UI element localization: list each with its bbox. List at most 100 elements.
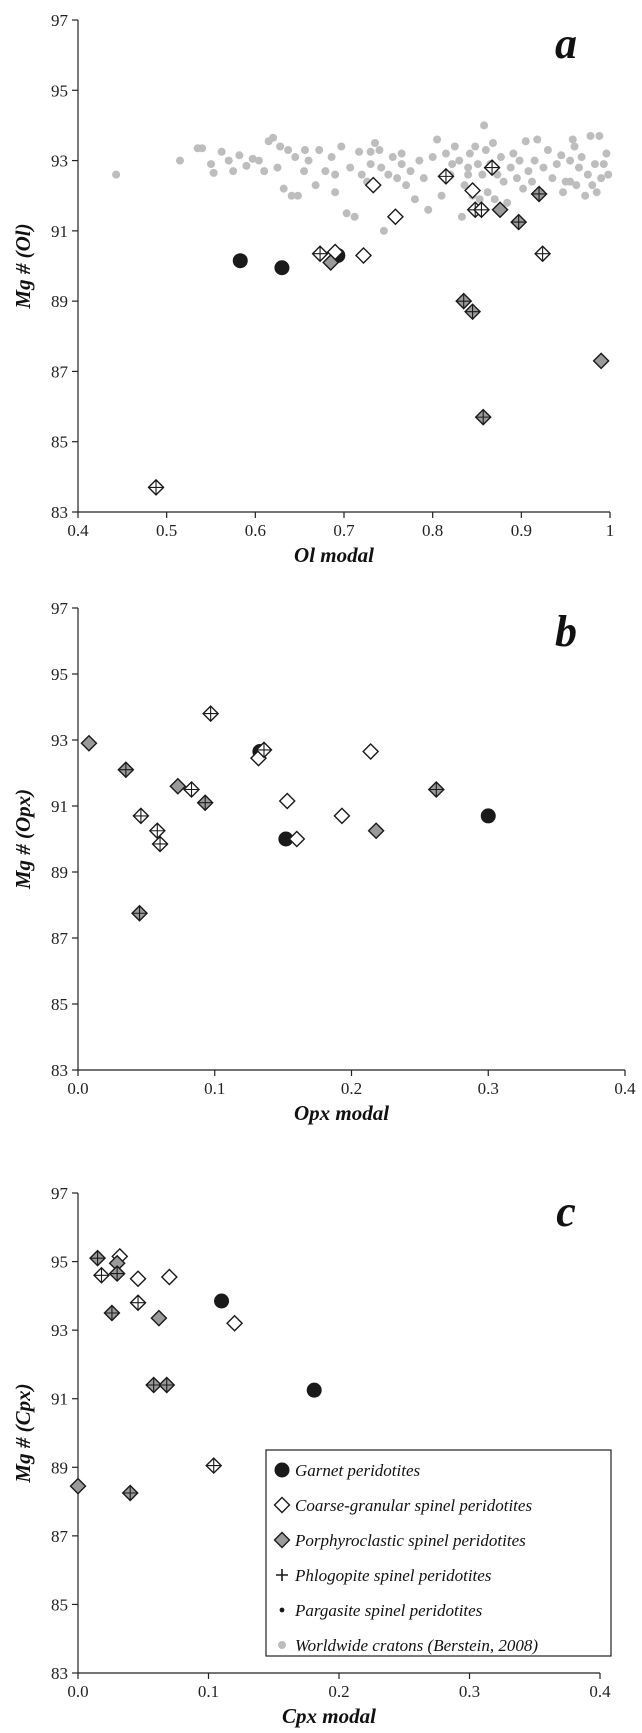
worldwide-point — [279, 184, 288, 193]
y-tick-label: 85 — [51, 1595, 68, 1614]
worldwide-point — [478, 170, 487, 179]
y-axis-label: Mg # (Opx) — [11, 789, 35, 890]
y-tick-label: 93 — [51, 1321, 68, 1340]
worldwide-point — [586, 131, 595, 140]
legend-label-phlog: Phlogopite spinel peridotites — [294, 1566, 492, 1585]
worldwide-point — [331, 170, 340, 179]
worldwide-point — [384, 170, 393, 179]
worldwide-point — [483, 188, 492, 197]
y-tick-label: 85 — [51, 433, 68, 452]
worldwide-point — [337, 142, 346, 151]
porph-point — [169, 777, 187, 795]
worldwide-point — [465, 149, 474, 158]
worldwide-point — [543, 146, 552, 155]
x-tick-label: 0.4 — [614, 1079, 636, 1098]
worldwide-point — [410, 195, 419, 204]
worldwide-point — [424, 205, 433, 214]
worldwide-point — [577, 153, 586, 162]
y-tick-label: 83 — [51, 503, 68, 522]
worldwide-point — [375, 146, 384, 155]
worldwide-point — [524, 167, 533, 176]
worldwide-point — [311, 181, 320, 190]
worldwide-point — [433, 135, 442, 144]
pargasite-point — [117, 761, 135, 779]
worldwide-point — [441, 149, 450, 158]
worldwide-point — [574, 163, 583, 172]
worldwide-point — [566, 156, 575, 165]
worldwide-point — [269, 133, 278, 142]
x-tick-label: 0.9 — [511, 521, 532, 540]
garnet-point — [480, 808, 496, 824]
y-tick-label: 83 — [51, 1061, 68, 1080]
porph-point — [80, 734, 98, 752]
x-tick-label: 0.5 — [156, 521, 177, 540]
legend-marker-phlog — [276, 1569, 288, 1581]
worldwide-point — [207, 160, 215, 169]
y-tick-label: 87 — [51, 362, 69, 381]
worldwide-point — [481, 146, 490, 155]
pargasite-point — [464, 303, 482, 321]
coarse-point — [362, 743, 380, 761]
legend-marker-pargasite — [279, 1607, 285, 1613]
worldwide-point — [350, 212, 359, 221]
worldwide-point — [300, 167, 309, 176]
legend-label-pargasite: Pargasite spinel peridotites — [294, 1601, 483, 1620]
porph-point — [322, 253, 340, 271]
y-tick-label: 91 — [51, 797, 68, 816]
y-tick-label: 97 — [51, 599, 69, 618]
pargasite-point — [108, 1265, 126, 1283]
x-tick-label: 0.6 — [245, 521, 266, 540]
legend-marker-porph — [273, 1531, 291, 1549]
garnet-point — [278, 831, 294, 847]
worldwide-point — [366, 160, 375, 169]
phlog-point — [437, 167, 455, 185]
panel-a: 83 85 87 89 91 93 95 97 0.4 0.5 0.6 0.7 0.8 0.9 1 Ol mo… — [11, 11, 614, 567]
panel-c: 83 85 87 89 91 93 95 97 0.0 0.1 0.2 0.3 0.4 Cpx modal… — [11, 1184, 611, 1728]
worldwide-point — [471, 142, 480, 151]
worldwide-point — [499, 177, 508, 186]
porph-point — [491, 201, 509, 219]
coarse-point — [333, 807, 351, 825]
garnet-point — [232, 253, 248, 269]
worldwide-point — [475, 195, 484, 204]
worldwide-point — [415, 156, 424, 165]
y-tick-label: 95 — [51, 1253, 68, 1272]
y-tick-label: 85 — [51, 995, 68, 1014]
y-axis-label: Mg # (Cpx) — [11, 1383, 35, 1483]
worldwide-point — [590, 160, 599, 169]
pargasite-point — [455, 292, 473, 310]
x-tick-label: 0.0 — [67, 1682, 88, 1701]
worldwide-point — [419, 174, 428, 183]
y-tick-label: 87 — [51, 1527, 69, 1546]
phlog-point — [205, 1457, 223, 1475]
coarse-point — [226, 1314, 244, 1332]
worldwide-point — [604, 170, 613, 179]
worldwide-point — [397, 160, 406, 169]
coarse-point — [464, 181, 482, 199]
worldwide-point — [450, 142, 459, 151]
pargasite-point — [510, 213, 528, 231]
worldwide-point — [506, 163, 515, 172]
phlog-point — [132, 807, 150, 825]
worldwide-point — [304, 156, 313, 165]
worldwide-point — [287, 191, 296, 200]
worldwide-point — [572, 181, 581, 190]
x-tick-label: 0.3 — [478, 1079, 499, 1098]
y-tick-label: 91 — [51, 1390, 68, 1409]
worldwide-point — [371, 139, 380, 147]
worldwide-point — [342, 209, 351, 218]
y-tick-label: 87 — [51, 929, 69, 948]
x-tick-label: 0.3 — [459, 1682, 480, 1701]
pargasite-point — [427, 781, 445, 798]
legend-box — [265, 1449, 612, 1657]
worldwide-point — [366, 147, 375, 156]
worldwide-point — [480, 121, 489, 130]
pargasite-point — [131, 904, 149, 922]
worldwide-point — [460, 181, 469, 190]
worldwide-point — [566, 177, 575, 186]
y-tick-label: 95 — [51, 81, 68, 100]
panel-b: 83 85 87 89 91 93 95 97 0.0 0.1 0.2 0.3 0.4 Opx modal… — [11, 599, 636, 1125]
porph-point — [150, 1309, 168, 1327]
worldwide-point — [599, 160, 608, 169]
